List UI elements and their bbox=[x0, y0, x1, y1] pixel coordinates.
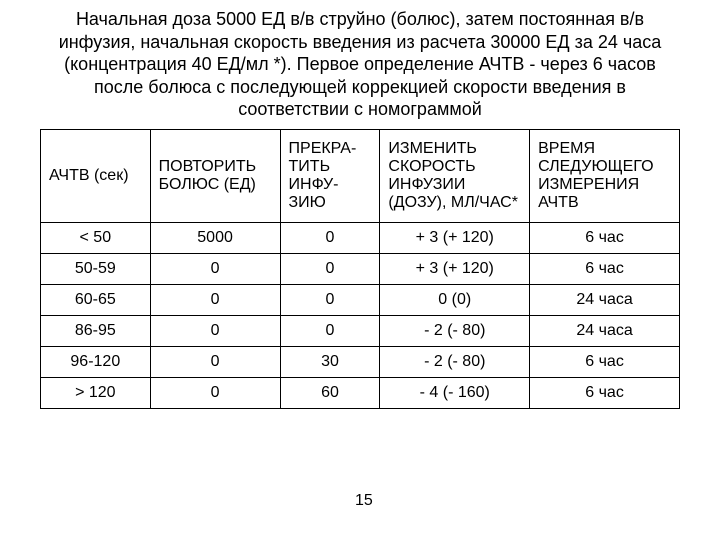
table-row: 86-95 0 0 - 2 (- 80) 24 часа bbox=[41, 315, 680, 346]
cell-bolus: 0 bbox=[150, 315, 280, 346]
table-header-row: АЧТВ (сек) ПОВТОРИТЬ БОЛЮС (ЕД) ПРЕКРА-Т… bbox=[41, 129, 680, 222]
nomogram-table: АЧТВ (сек) ПОВТОРИТЬ БОЛЮС (ЕД) ПРЕКРА-Т… bbox=[40, 129, 680, 409]
cell-next: 6 час bbox=[530, 377, 680, 408]
cell-aptt: 96-120 bbox=[41, 346, 151, 377]
cell-next: 24 часа bbox=[530, 315, 680, 346]
table-row: 60-65 0 0 0 (0) 24 часа bbox=[41, 284, 680, 315]
table-row: < 50 5000 0 + 3 (+ 120) 6 час bbox=[41, 222, 680, 253]
cell-next: 6 час bbox=[530, 346, 680, 377]
cell-aptt: 60-65 bbox=[41, 284, 151, 315]
cell-stop: 0 bbox=[280, 222, 380, 253]
cell-aptt: 86-95 bbox=[41, 315, 151, 346]
cell-aptt: 50-59 bbox=[41, 253, 151, 284]
cell-rate: 0 (0) bbox=[380, 284, 530, 315]
col-header-stop-infusion: ПРЕКРА-ТИТЬ ИНФУ-ЗИЮ bbox=[280, 129, 380, 222]
col-header-next-measurement: ВРЕМЯ СЛЕДУЮЩЕГО ИЗМЕРЕНИЯ АЧТВ bbox=[530, 129, 680, 222]
cell-rate: - 2 (- 80) bbox=[380, 346, 530, 377]
cell-stop: 30 bbox=[280, 346, 380, 377]
table-row: > 120 0 60 - 4 (- 160) 6 час bbox=[41, 377, 680, 408]
cell-next: 6 час bbox=[530, 253, 680, 284]
cell-stop: 0 bbox=[280, 315, 380, 346]
cell-aptt: > 120 bbox=[41, 377, 151, 408]
cell-stop: 0 bbox=[280, 253, 380, 284]
cell-rate: - 4 (- 160) bbox=[380, 377, 530, 408]
cell-bolus: 0 bbox=[150, 253, 280, 284]
cell-bolus: 0 bbox=[150, 284, 280, 315]
table-row: 50-59 0 0 + 3 (+ 120) 6 час bbox=[41, 253, 680, 284]
cell-bolus: 0 bbox=[150, 377, 280, 408]
cell-stop: 60 bbox=[280, 377, 380, 408]
cell-bolus: 0 bbox=[150, 346, 280, 377]
cell-bolus: 5000 bbox=[150, 222, 280, 253]
cell-rate: + 3 (+ 120) bbox=[380, 253, 530, 284]
cell-rate: + 3 (+ 120) bbox=[380, 222, 530, 253]
page-number: 15 bbox=[355, 492, 373, 510]
header-paragraph: Начальная доза 5000 ЕД в/в струйно (болю… bbox=[0, 0, 720, 125]
table-row: 96-120 0 30 - 2 (- 80) 6 час bbox=[41, 346, 680, 377]
col-header-aptt: АЧТВ (сек) bbox=[41, 129, 151, 222]
col-header-change-rate: ИЗМЕНИТЬ СКОРОСТЬ ИНФУЗИИ (ДОЗУ), МЛ/ЧАС… bbox=[380, 129, 530, 222]
cell-aptt: < 50 bbox=[41, 222, 151, 253]
cell-next: 24 часа bbox=[530, 284, 680, 315]
col-header-bolus: ПОВТОРИТЬ БОЛЮС (ЕД) bbox=[150, 129, 280, 222]
cell-rate: - 2 (- 80) bbox=[380, 315, 530, 346]
cell-stop: 0 bbox=[280, 284, 380, 315]
cell-next: 6 час bbox=[530, 222, 680, 253]
